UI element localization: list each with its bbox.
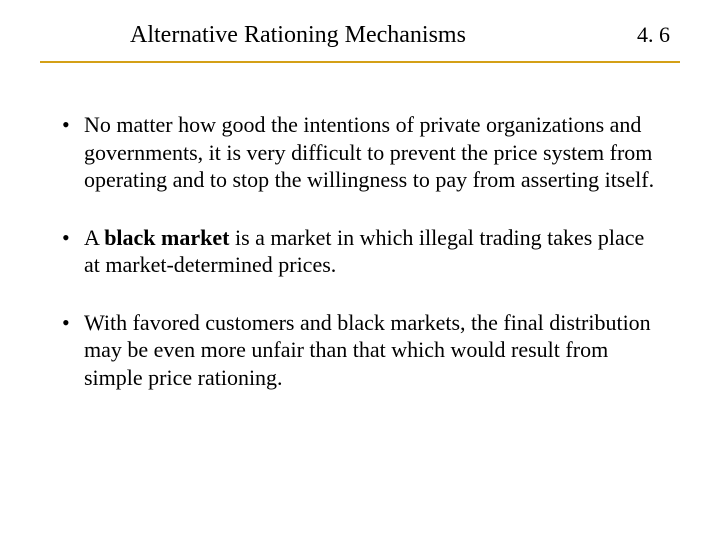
text-run: A — [84, 225, 104, 250]
list-item: A black market is a market in which ille… — [60, 224, 660, 279]
header-row: Alternative Rationing Mechanisms 4. 6 — [40, 22, 680, 49]
text-run: With favored customers and black markets… — [84, 310, 651, 390]
text-run: black market — [104, 225, 229, 250]
page-title: Alternative Rationing Mechanisms — [130, 22, 466, 49]
bullet-list: No matter how good the intentions of pri… — [60, 111, 660, 391]
content-area: No matter how good the intentions of pri… — [40, 63, 680, 391]
page-number: 4. 6 — [637, 22, 670, 48]
list-item: With favored customers and black markets… — [60, 309, 660, 392]
text-run: No matter how good the intentions of pri… — [84, 112, 654, 192]
slide: Alternative Rationing Mechanisms 4. 6 No… — [0, 0, 720, 540]
list-item: No matter how good the intentions of pri… — [60, 111, 660, 194]
